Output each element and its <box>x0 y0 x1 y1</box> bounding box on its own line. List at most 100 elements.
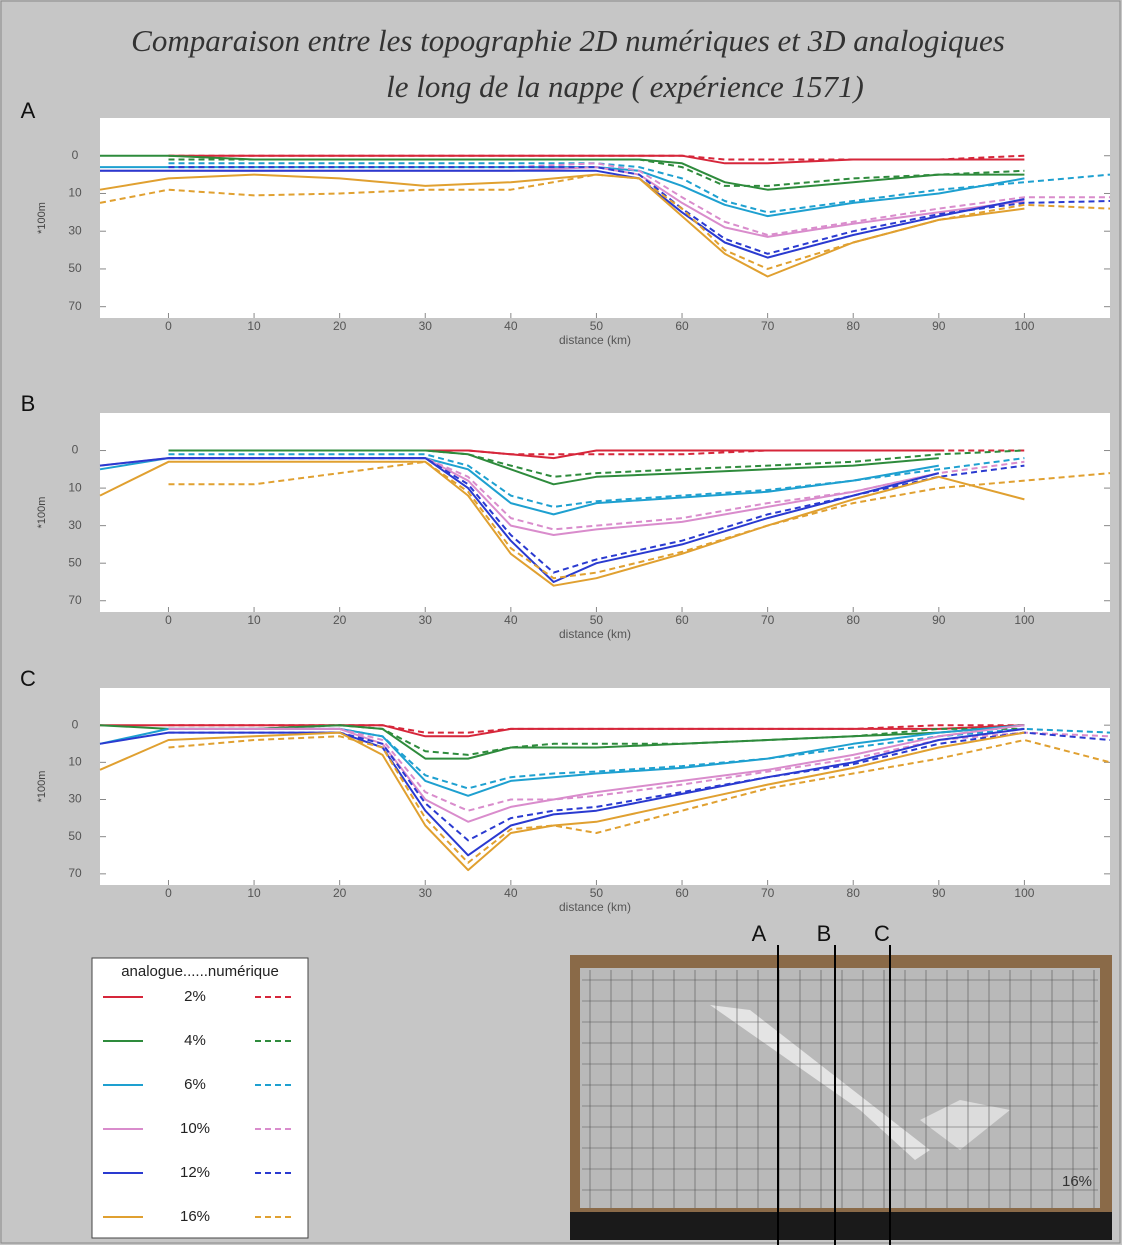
title-line: le long de la nappe ( expérience 1571) <box>386 69 864 104</box>
y-tick-label: 30 <box>68 792 82 806</box>
x-tick-label: 20 <box>333 886 347 900</box>
title-line: Comparaison entre les topographie 2D num… <box>131 23 1005 58</box>
legend-label: 12% <box>180 1164 210 1181</box>
legend-label: 16% <box>180 1208 210 1225</box>
series-line <box>168 457 1025 574</box>
photo: 16% <box>570 955 1112 1240</box>
series-line <box>99 173 1111 270</box>
y-tick-label: 0 <box>72 148 79 162</box>
series-line <box>168 453 1025 508</box>
series-line <box>168 727 1111 812</box>
x-tick-label: 100 <box>1014 613 1034 627</box>
y-tick-label: 10 <box>68 186 82 200</box>
x-tick-label: 10 <box>247 319 261 333</box>
section-label: C <box>874 921 890 946</box>
y-axis-label: *100m <box>36 497 48 529</box>
x-tick-label: 50 <box>590 886 604 900</box>
x-tick-label: 40 <box>504 319 518 333</box>
photo-nappe <box>710 1005 930 1160</box>
x-tick-label: 50 <box>590 319 604 333</box>
legend-label: 6% <box>184 1076 206 1093</box>
series-line <box>168 449 939 486</box>
x-tick-label: 30 <box>419 319 433 333</box>
series-line <box>168 460 1111 580</box>
series-line <box>168 735 1111 864</box>
section-label: B <box>817 921 832 946</box>
x-tick-label: 20 <box>333 319 347 333</box>
x-tick-label: 50 <box>590 613 604 627</box>
legend-label: 4% <box>184 1032 206 1049</box>
y-tick-label: 50 <box>68 829 82 843</box>
series-line <box>168 727 1111 790</box>
y-tick-label: 10 <box>68 480 82 494</box>
series-line <box>99 731 1025 872</box>
x-tick-label: 10 <box>247 886 261 900</box>
x-tick-label: 30 <box>419 886 433 900</box>
series-line <box>168 154 1025 161</box>
y-tick-label: 50 <box>68 555 82 569</box>
x-tick-label: 60 <box>675 319 689 333</box>
x-tick-label: 70 <box>761 319 775 333</box>
series-line <box>168 166 1111 255</box>
y-tick-label: 0 <box>72 717 79 731</box>
panel-label: C <box>20 666 36 691</box>
x-tick-label: 40 <box>504 886 518 900</box>
y-tick-label: 30 <box>68 518 82 532</box>
series-line <box>168 449 1025 478</box>
x-tick-label: 70 <box>761 886 775 900</box>
series-line <box>168 158 1025 187</box>
x-tick-label: 0 <box>165 886 172 900</box>
series-line <box>100 154 1025 191</box>
x-tick-label: 90 <box>932 319 946 333</box>
plot-area <box>100 118 1110 318</box>
series-line <box>168 162 1111 214</box>
x-tick-label: 60 <box>675 613 689 627</box>
x-tick-label: 70 <box>761 613 775 627</box>
x-tick-label: 40 <box>504 613 518 627</box>
y-tick-label: 10 <box>68 755 82 769</box>
plot-area <box>100 688 1110 885</box>
x-tick-label: 30 <box>419 613 433 627</box>
panel-label: A <box>21 98 36 123</box>
plot-area <box>100 413 1110 612</box>
x-axis-label: distance (km) <box>559 627 631 641</box>
legend-label: 10% <box>180 1120 210 1137</box>
series-line <box>168 724 1025 756</box>
series-line <box>168 724 1025 823</box>
photo-base <box>570 1212 1112 1240</box>
x-tick-label: 80 <box>847 613 861 627</box>
y-tick-label: 50 <box>68 261 82 275</box>
series-line <box>100 166 1025 218</box>
panel-label: B <box>21 391 36 416</box>
series-line <box>168 731 1111 842</box>
legend-header: analogue......numérique <box>121 963 279 980</box>
y-tick-label: 0 <box>72 443 79 457</box>
series-line <box>168 724 1025 734</box>
x-tick-label: 0 <box>165 319 172 333</box>
y-tick-label: 70 <box>68 593 82 607</box>
y-tick-label: 70 <box>68 299 82 313</box>
y-axis-label: *100m <box>36 202 48 234</box>
x-tick-label: 90 <box>932 613 946 627</box>
y-tick-label: 30 <box>68 223 82 237</box>
legend-label: 2% <box>184 988 206 1005</box>
series-line <box>99 460 1025 587</box>
x-tick-label: 100 <box>1014 319 1034 333</box>
x-tick-label: 80 <box>847 886 861 900</box>
x-axis-label: distance (km) <box>559 900 631 914</box>
x-tick-label: 60 <box>675 886 689 900</box>
x-tick-label: 80 <box>847 319 861 333</box>
legend-box <box>91 957 309 1239</box>
x-tick-label: 90 <box>932 886 946 900</box>
photo-caption: 16% <box>1062 1173 1092 1190</box>
x-tick-label: 10 <box>247 613 261 627</box>
y-tick-label: 70 <box>68 866 82 880</box>
x-tick-label: 20 <box>333 613 347 627</box>
series-line <box>100 169 1025 259</box>
x-axis-label: distance (km) <box>559 333 631 347</box>
photo-nappe <box>920 1100 1010 1150</box>
y-axis-label: *100m <box>36 771 48 803</box>
